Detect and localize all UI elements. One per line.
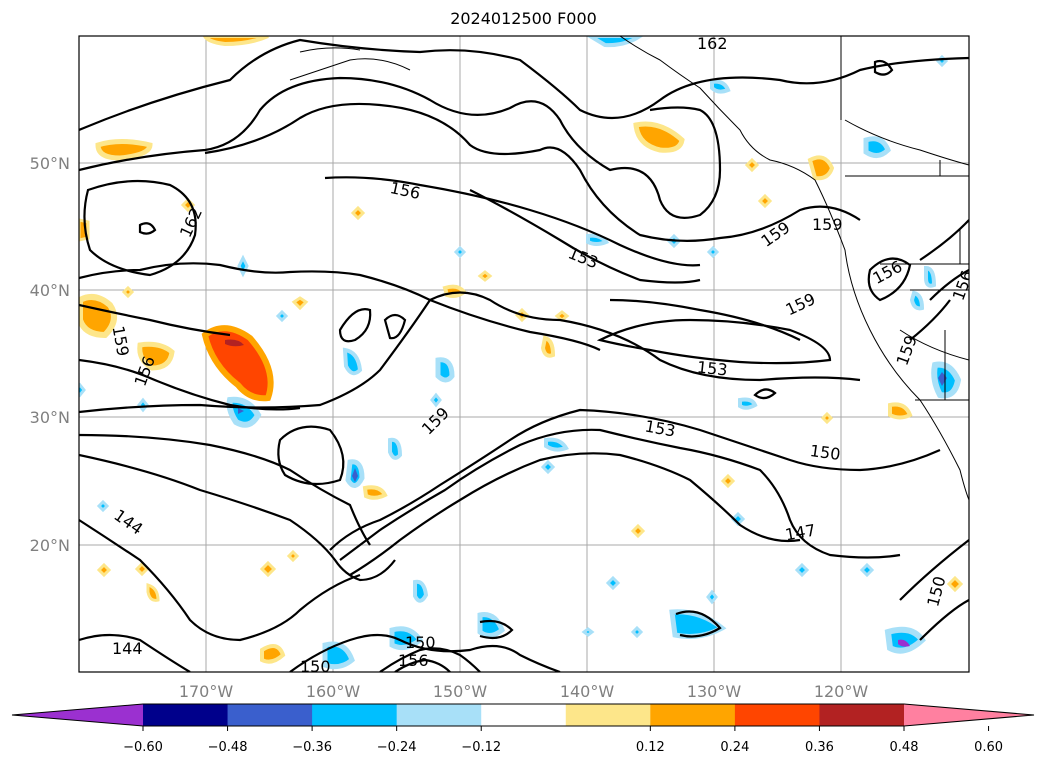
lat-label-40n: 40°N [30, 281, 70, 300]
map-title: 2024012500 F000 [450, 9, 597, 28]
lon-label-130w: 130°W [687, 682, 742, 701]
colorbar-tick-label: −0.36 [292, 740, 332, 755]
lon-label-170w: 170°W [179, 682, 234, 701]
colorbar-extend-low [12, 704, 143, 726]
longitude-labels: 170°W 160°W 150°W 140°W 130°W 120°W [179, 682, 869, 701]
colorbar-tick-label: −0.12 [461, 740, 501, 755]
colorbar-segment [227, 704, 313, 726]
contour-label: 159 [812, 215, 843, 234]
colorbar-tick-label: 0.48 [890, 740, 919, 755]
lon-label-140w: 140°W [560, 682, 615, 701]
colorbar-extend-high [904, 704, 1034, 726]
colorbar-tick-label: 0.36 [805, 740, 834, 755]
lon-label-150w: 150°W [433, 682, 488, 701]
colorbar-segment [734, 704, 820, 726]
contour-label: 162 [697, 34, 728, 53]
colorbar-tick-label: 0.24 [720, 740, 749, 755]
colorbar-segment [143, 704, 229, 726]
latitude-labels: 50°N 40°N 30°N 20°N [30, 154, 70, 555]
colorbar-segment [481, 704, 567, 726]
contour-label: 144 [112, 639, 143, 658]
colorbar-tick-label: 0.60 [974, 740, 1003, 755]
lat-label-20n: 20°N [30, 536, 70, 555]
contour-label: 153 [696, 357, 728, 379]
lat-label-30n: 30°N [30, 408, 70, 427]
colorbar-tick-label: −0.48 [208, 740, 248, 755]
colorbar-segment [312, 704, 398, 726]
colorbar-segment [819, 704, 905, 726]
colorbar-tick-label: 0.12 [636, 740, 665, 755]
map-frame [78, 35, 970, 673]
colorbar-ticks: −0.60 −0.48 −0.36 −0.24 −0.12 0.12 0.24 0.36 0.4… [123, 726, 1003, 755]
contour-label: 150 [809, 441, 842, 464]
colorbar [11, 703, 1035, 727]
contour-label: 150 [405, 633, 436, 652]
shaded-field [79, 36, 964, 670]
contour-label: 156 [398, 651, 429, 670]
colorbar-segment [650, 704, 736, 726]
colorbar-tick-label: −0.60 [123, 740, 163, 755]
lon-label-160w: 160°W [306, 682, 361, 701]
height-contours [79, 38, 969, 672]
lat-label-50n: 50°N [30, 154, 70, 173]
contour-label: 150 [300, 657, 331, 676]
colorbar-tick-label: −0.24 [377, 740, 417, 755]
colorbar-segment [565, 704, 651, 726]
lon-label-120w: 120°W [814, 682, 869, 701]
colorbar-segment [396, 704, 482, 726]
